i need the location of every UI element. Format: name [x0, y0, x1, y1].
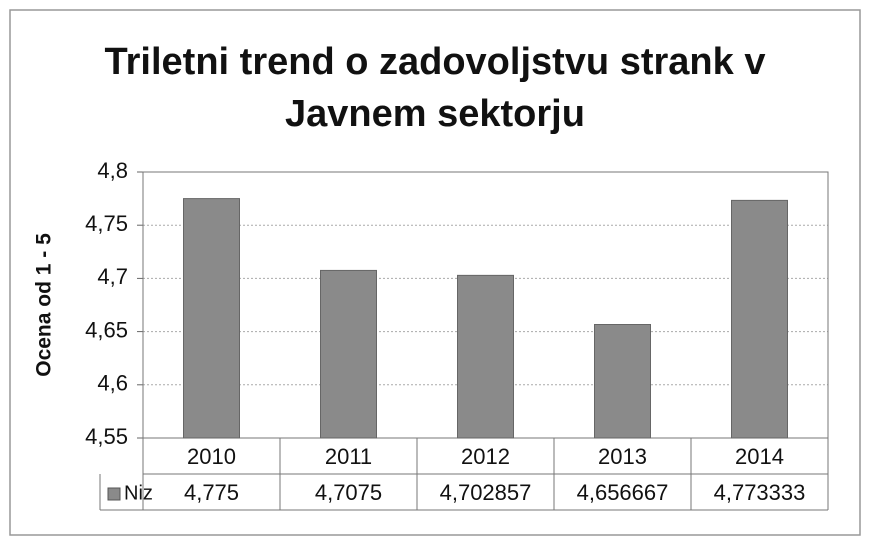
y-axis-label: Ocena od 1 - 5	[33, 233, 56, 377]
x-tick-label: 2010	[187, 444, 236, 469]
bar	[183, 198, 240, 439]
chart-border	[9, 9, 861, 536]
y-tick-label: 4,7	[97, 264, 128, 289]
data-label: 4,702857	[440, 480, 532, 505]
x-tick-label: 2014	[735, 444, 784, 469]
bar	[594, 324, 651, 439]
y-tick-label: 4,55	[85, 424, 128, 449]
bar	[320, 269, 377, 439]
y-tick-label: 4,6	[97, 371, 128, 396]
data-label: 4,7075	[315, 480, 382, 505]
x-tick-label: 2011	[325, 444, 372, 469]
bar	[731, 199, 788, 439]
y-tick-label: 4,8	[97, 158, 128, 183]
bar	[457, 274, 514, 439]
y-tick-label: 4,75	[85, 211, 128, 236]
x-tick-label: 2013	[598, 444, 647, 469]
data-label: 4,656667	[577, 480, 669, 505]
data-label: 4,775	[184, 480, 239, 505]
legend-label: Niz	[124, 482, 153, 504]
data-label: 4,773333	[714, 480, 806, 505]
x-tick-label: 2012	[461, 444, 510, 469]
chart-title: Triletni trend o zadovoljstvu strank v J…	[104, 41, 766, 135]
legend-swatch	[107, 487, 121, 501]
y-tick-label: 4,65	[85, 317, 128, 342]
